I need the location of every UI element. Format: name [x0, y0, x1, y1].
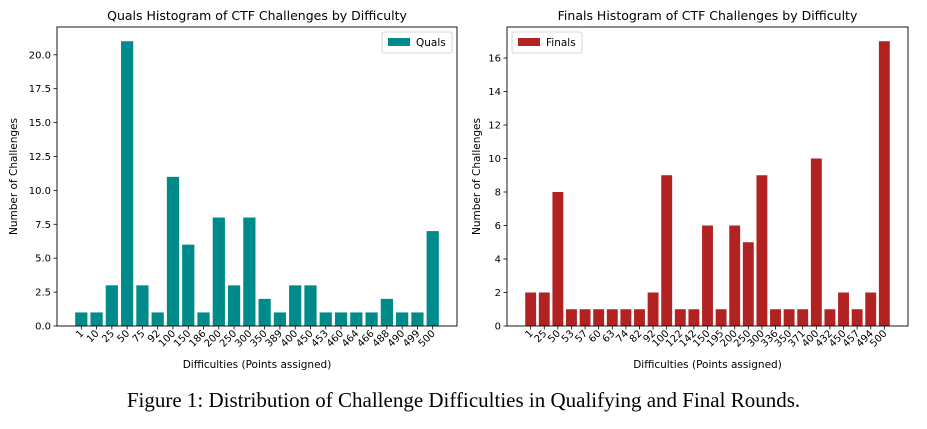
quals-ytick-label: 2.5	[35, 288, 51, 299]
quals-xtick-label: 50	[115, 328, 132, 345]
finals-ytick-label: 16	[488, 53, 501, 64]
finals-bar-200	[729, 225, 741, 326]
finals-bar-53	[566, 309, 577, 326]
quals-ytick-label: 5.0	[35, 254, 51, 265]
quals-xtick-label: 75	[131, 328, 148, 345]
quals-bar-200	[212, 217, 225, 326]
finals-ytick-label: 0	[495, 322, 501, 333]
quals-bar-25	[105, 285, 118, 326]
finals-bar-63	[606, 309, 618, 326]
quals-bar-464	[350, 312, 363, 326]
finals-ytick-label: 12	[488, 120, 501, 131]
quals-xtick-label: 1	[74, 328, 86, 340]
quals-bar-100	[166, 176, 180, 326]
quals-xtick-label: 500	[417, 328, 438, 349]
finals-bar-500	[878, 41, 890, 326]
quals-ytick-label: 12.5	[29, 152, 51, 163]
finals-xaxis-label: Difficulties (Points assigned)	[633, 359, 782, 371]
finals-ytick-label: 10	[488, 154, 501, 165]
quals-yaxis-label: Number of Challenges	[8, 118, 20, 235]
quals-bar-10	[90, 312, 103, 326]
quals-bar-75	[136, 285, 149, 326]
quals-bar-186	[197, 312, 210, 326]
quals-ytick-label: 17.5	[29, 84, 51, 95]
quals-legend-swatch	[388, 38, 410, 46]
finals-bar-150	[702, 225, 713, 326]
quals-bar-50	[121, 41, 134, 326]
quals-bar-389	[273, 312, 287, 326]
quals-bar-400	[289, 285, 302, 326]
finals-bar-336	[770, 309, 781, 326]
finals-bar-122	[674, 309, 686, 326]
finals-bar-50	[552, 191, 564, 326]
finals-bar-457	[851, 309, 863, 326]
finals-bar-92	[647, 292, 659, 326]
quals-bar-1	[75, 312, 88, 326]
finals-bar-57	[579, 309, 591, 326]
quals-bar-500	[426, 231, 439, 326]
finals-bar-250	[742, 242, 754, 326]
finals-yaxis-label: Number of Challenges	[471, 118, 483, 235]
finals-ytick-label: 4	[495, 254, 501, 265]
finals-ytick-label: 6	[495, 221, 501, 232]
finals-bar-400	[810, 158, 822, 326]
quals-ytick-label: 7.5	[35, 220, 51, 231]
quals-xtick-label: 10	[85, 328, 102, 345]
quals-bar-92	[151, 312, 164, 326]
finals-bar-74	[620, 309, 632, 326]
finals-bar-195	[715, 309, 727, 326]
quals-ytick-label: 15.0	[29, 118, 51, 129]
quals-legend-label: Quals	[416, 37, 446, 49]
quals-bar-150	[182, 244, 195, 326]
finals-bar-82	[634, 309, 645, 326]
figure-caption: Figure 1: Distribution of Challenge Diff…	[126, 388, 801, 412]
quals-bar-490	[396, 312, 409, 326]
finals-chart-title: Finals Histogram of CTF Challenges by Di…	[558, 8, 858, 23]
quals-bar-488	[380, 298, 393, 326]
finals-bar-494	[865, 292, 877, 326]
finals-bar-25	[538, 292, 550, 326]
finals-xtick-label: 500	[868, 328, 889, 349]
finals-bar-300	[756, 175, 768, 326]
quals-chart-title: Quals Histogram of CTF Challenges by Dif…	[107, 8, 407, 23]
quals-ytick-label: 0.0	[35, 322, 51, 333]
quals-ytick-label: 20.0	[29, 50, 51, 61]
quals-bar-250	[227, 285, 241, 326]
finals-bar-100	[661, 175, 673, 326]
finals-bar-450	[838, 292, 849, 326]
finals-bar-1	[525, 292, 537, 326]
finals-ytick-label: 14	[488, 87, 501, 98]
finals-legend-label: Finals	[546, 37, 576, 49]
quals-legend-box	[381, 31, 453, 54]
quals-xtick-label: 25	[100, 328, 117, 345]
finals-bar-350	[783, 309, 795, 326]
finals-bar-371	[797, 309, 809, 326]
finals-ytick-label: 2	[495, 288, 501, 299]
finals-ytick-label: 8	[495, 187, 501, 198]
quals-bar-450	[304, 285, 317, 326]
quals-histogram-chart: Quals Histogram of CTF Challenges by Dif…	[8, 8, 458, 371]
quals-ytick-label: 10.0	[29, 186, 51, 197]
finals-histogram-chart: Finals Histogram of CTF Challenges by Di…	[471, 8, 909, 371]
finals-bar-142	[688, 309, 700, 326]
finals-bar-432	[824, 309, 836, 326]
finals-legend-swatch	[518, 38, 540, 46]
quals-axes-frame	[56, 26, 458, 327]
quals-bar-466	[365, 312, 378, 326]
quals-bar-453	[319, 312, 332, 326]
quals-bar-499	[411, 312, 424, 326]
quals-bar-300	[243, 217, 256, 326]
quals-bar-350	[258, 298, 271, 326]
quals-bar-460	[334, 312, 348, 326]
finals-bar-60	[593, 309, 605, 326]
finals-legend-box	[511, 31, 583, 54]
quals-xaxis-label: Difficulties (Points assigned)	[183, 359, 332, 371]
